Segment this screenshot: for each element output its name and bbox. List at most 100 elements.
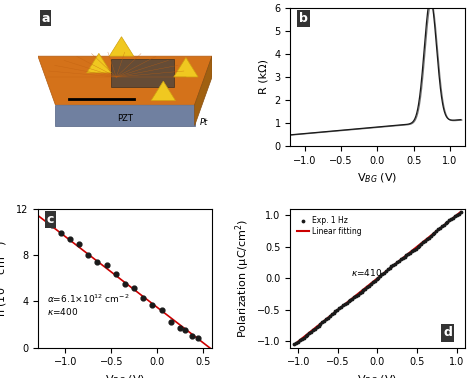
Point xyxy=(75,241,83,247)
Exp. 1 Hz xyxy=(326,313,334,319)
Exp. 1 Hz xyxy=(300,335,308,341)
Point xyxy=(194,335,202,341)
Exp. 1 Hz xyxy=(434,226,442,232)
Exp. 1 Hz xyxy=(307,329,315,335)
Exp. 1 Hz xyxy=(438,223,446,229)
Polygon shape xyxy=(38,56,212,105)
Linear fitting xyxy=(428,234,433,238)
Exp. 1 Hz xyxy=(429,231,437,237)
Exp. 1 Hz xyxy=(324,314,332,321)
Exp. 1 Hz xyxy=(345,298,352,304)
Exp. 1 Hz xyxy=(365,283,373,289)
Exp. 1 Hz xyxy=(371,278,378,284)
Exp. 1 Hz xyxy=(334,307,341,313)
Exp. 1 Hz xyxy=(416,243,423,249)
Exp. 1 Hz xyxy=(352,293,360,299)
Exp. 1 Hz xyxy=(419,239,427,245)
Exp. 1 Hz xyxy=(457,209,465,215)
Exp. 1 Hz xyxy=(341,301,348,307)
Text: PZT: PZT xyxy=(117,114,133,123)
Exp. 1 Hz xyxy=(447,216,455,222)
Polygon shape xyxy=(195,56,212,125)
Exp. 1 Hz xyxy=(440,222,447,228)
Exp. 1 Hz xyxy=(339,302,346,308)
Point xyxy=(57,231,64,237)
X-axis label: V$_{BG}$ (V): V$_{BG}$ (V) xyxy=(357,373,398,378)
Exp. 1 Hz xyxy=(356,290,364,296)
Exp. 1 Hz xyxy=(402,253,410,259)
Exp. 1 Hz xyxy=(449,215,457,221)
Exp. 1 Hz xyxy=(401,254,408,260)
Exp. 1 Hz xyxy=(358,289,365,295)
Exp. 1 Hz xyxy=(404,251,412,257)
Exp. 1 Hz xyxy=(399,255,407,261)
Exp. 1 Hz xyxy=(369,279,376,285)
Exp. 1 Hz xyxy=(309,327,317,333)
Linear fitting xyxy=(454,213,459,217)
Exp. 1 Hz xyxy=(418,241,425,247)
Point xyxy=(66,236,74,242)
X-axis label: V$_{BG}$ (V): V$_{BG}$ (V) xyxy=(105,373,145,378)
Exp. 1 Hz xyxy=(444,219,451,225)
Exp. 1 Hz xyxy=(393,259,401,265)
Point xyxy=(158,307,165,313)
Polygon shape xyxy=(87,53,111,73)
Exp. 1 Hz xyxy=(408,248,416,254)
Exp. 1 Hz xyxy=(453,212,461,218)
Exp. 1 Hz xyxy=(294,339,302,345)
Exp. 1 Hz xyxy=(388,263,395,270)
Exp. 1 Hz xyxy=(427,233,435,239)
X-axis label: V$_{BG}$ (V): V$_{BG}$ (V) xyxy=(357,172,398,185)
Linear fitting xyxy=(458,210,464,214)
Exp. 1 Hz xyxy=(348,296,356,302)
Exp. 1 Hz xyxy=(430,229,438,235)
Y-axis label: R (kΩ): R (kΩ) xyxy=(259,59,269,94)
Polygon shape xyxy=(111,59,174,87)
Exp. 1 Hz xyxy=(382,268,390,274)
Exp. 1 Hz xyxy=(397,256,405,262)
Exp. 1 Hz xyxy=(336,305,343,311)
Exp. 1 Hz xyxy=(395,258,403,264)
Exp. 1 Hz xyxy=(451,213,459,219)
Exp. 1 Hz xyxy=(291,341,298,347)
Text: a: a xyxy=(41,12,50,25)
Exp. 1 Hz xyxy=(432,228,440,234)
Exp. 1 Hz xyxy=(322,316,330,322)
Exp. 1 Hz xyxy=(442,220,449,226)
Line: Linear fitting: Linear fitting xyxy=(294,212,461,345)
Point xyxy=(167,319,174,325)
Exp. 1 Hz xyxy=(306,330,313,336)
Exp. 1 Hz xyxy=(436,225,444,231)
Point xyxy=(94,259,101,265)
Exp. 1 Hz xyxy=(346,297,354,303)
Exp. 1 Hz xyxy=(446,217,453,223)
Exp. 1 Hz xyxy=(337,304,345,310)
Point xyxy=(176,325,184,332)
Exp. 1 Hz xyxy=(292,340,300,346)
Text: b: b xyxy=(299,12,308,25)
Exp. 1 Hz xyxy=(313,324,320,330)
Exp. 1 Hz xyxy=(455,211,463,217)
Linear fitting xyxy=(382,271,387,275)
Polygon shape xyxy=(55,105,195,125)
Exp. 1 Hz xyxy=(319,319,326,325)
Exp. 1 Hz xyxy=(360,287,367,293)
Exp. 1 Hz xyxy=(367,281,375,287)
Exp. 1 Hz xyxy=(386,265,393,271)
Point xyxy=(139,294,147,301)
Exp. 1 Hz xyxy=(350,294,358,300)
Y-axis label: n (10$^{12}$ cm$^{-2}$): n (10$^{12}$ cm$^{-2}$) xyxy=(0,240,10,317)
Polygon shape xyxy=(174,57,198,77)
Point xyxy=(121,280,129,287)
Exp. 1 Hz xyxy=(384,266,392,273)
Exp. 1 Hz xyxy=(390,262,397,268)
Exp. 1 Hz xyxy=(320,318,328,324)
Linear fitting xyxy=(391,263,396,268)
Exp. 1 Hz xyxy=(364,284,371,290)
Polygon shape xyxy=(109,37,134,56)
Exp. 1 Hz xyxy=(421,238,429,244)
Exp. 1 Hz xyxy=(328,311,336,317)
Exp. 1 Hz xyxy=(362,286,369,292)
Exp. 1 Hz xyxy=(374,274,382,280)
Text: $\kappa$=410: $\kappa$=410 xyxy=(351,267,383,278)
